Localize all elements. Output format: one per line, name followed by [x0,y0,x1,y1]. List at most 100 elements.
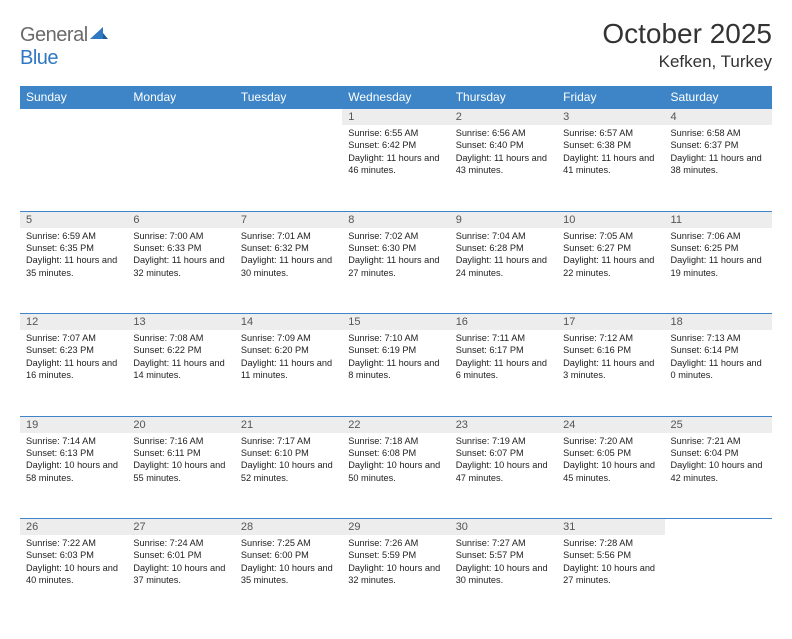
day-number: 3 [557,109,664,125]
weekday-header: Wednesday [342,86,449,109]
daynum-cell: 23 [450,416,557,433]
day-content: Sunrise: 7:02 AMSunset: 6:30 PMDaylight:… [342,228,449,284]
daynum-cell [665,519,772,536]
weekday-header: Sunday [20,86,127,109]
week-row: Sunrise: 7:14 AMSunset: 6:13 PMDaylight:… [20,433,772,519]
daynum-cell: 28 [235,519,342,536]
day-content: Sunrise: 7:24 AMSunset: 6:01 PMDaylight:… [127,535,234,591]
day-content: Sunrise: 7:11 AMSunset: 6:17 PMDaylight:… [450,330,557,386]
day-number: 22 [342,417,449,433]
day-cell [127,125,234,211]
daynum-cell: 19 [20,416,127,433]
calendar-table: SundayMondayTuesdayWednesdayThursdayFrid… [20,86,772,621]
day-number: 25 [665,417,772,433]
day-content: Sunrise: 7:12 AMSunset: 6:16 PMDaylight:… [557,330,664,386]
daynum-row: 1234 [20,109,772,126]
daynum-cell: 2 [450,109,557,126]
day-content: Sunrise: 6:57 AMSunset: 6:38 PMDaylight:… [557,125,664,181]
day-cell: Sunrise: 6:56 AMSunset: 6:40 PMDaylight:… [450,125,557,211]
day-number: 14 [235,314,342,330]
day-number: 6 [127,212,234,228]
day-number: 28 [235,519,342,535]
week-row: Sunrise: 6:59 AMSunset: 6:35 PMDaylight:… [20,228,772,314]
day-cell: Sunrise: 7:20 AMSunset: 6:05 PMDaylight:… [557,433,664,519]
day-content: Sunrise: 7:20 AMSunset: 6:05 PMDaylight:… [557,433,664,489]
weekday-header: Saturday [665,86,772,109]
daynum-cell: 22 [342,416,449,433]
day-cell [665,535,772,621]
day-content: Sunrise: 7:00 AMSunset: 6:33 PMDaylight:… [127,228,234,284]
day-cell: Sunrise: 7:24 AMSunset: 6:01 PMDaylight:… [127,535,234,621]
day-cell: Sunrise: 7:09 AMSunset: 6:20 PMDaylight:… [235,330,342,416]
day-number: 24 [557,417,664,433]
day-number: 23 [450,417,557,433]
daynum-cell: 31 [557,519,664,536]
day-number: 1 [342,109,449,125]
day-content: Sunrise: 7:13 AMSunset: 6:14 PMDaylight:… [665,330,772,386]
day-content: Sunrise: 7:09 AMSunset: 6:20 PMDaylight:… [235,330,342,386]
location-label: Kefken, Turkey [602,52,772,72]
day-content: Sunrise: 7:06 AMSunset: 6:25 PMDaylight:… [665,228,772,284]
day-content: Sunrise: 7:08 AMSunset: 6:22 PMDaylight:… [127,330,234,386]
daynum-row: 12131415161718 [20,314,772,331]
day-content: Sunrise: 7:14 AMSunset: 6:13 PMDaylight:… [20,433,127,489]
day-number: 18 [665,314,772,330]
day-cell: Sunrise: 7:13 AMSunset: 6:14 PMDaylight:… [665,330,772,416]
day-number: 4 [665,109,772,125]
weekday-header: Thursday [450,86,557,109]
day-content: Sunrise: 7:07 AMSunset: 6:23 PMDaylight:… [20,330,127,386]
day-content: Sunrise: 7:18 AMSunset: 6:08 PMDaylight:… [342,433,449,489]
day-cell: Sunrise: 7:05 AMSunset: 6:27 PMDaylight:… [557,228,664,314]
daynum-cell: 13 [127,314,234,331]
daynum-cell: 20 [127,416,234,433]
day-cell: Sunrise: 7:26 AMSunset: 5:59 PMDaylight:… [342,535,449,621]
day-number: 13 [127,314,234,330]
daynum-cell: 6 [127,211,234,228]
daynum-cell: 15 [342,314,449,331]
daynum-cell: 16 [450,314,557,331]
daynum-cell: 26 [20,519,127,536]
weekday-header-row: SundayMondayTuesdayWednesdayThursdayFrid… [20,86,772,109]
day-number: 19 [20,417,127,433]
day-cell: Sunrise: 7:14 AMSunset: 6:13 PMDaylight:… [20,433,127,519]
day-number: 27 [127,519,234,535]
day-cell: Sunrise: 7:22 AMSunset: 6:03 PMDaylight:… [20,535,127,621]
daynum-cell: 21 [235,416,342,433]
brand-logo: GeneralBlue [20,18,108,70]
daynum-row: 19202122232425 [20,416,772,433]
daynum-cell [127,109,234,126]
day-content: Sunrise: 7:19 AMSunset: 6:07 PMDaylight:… [450,433,557,489]
day-cell: Sunrise: 7:06 AMSunset: 6:25 PMDaylight:… [665,228,772,314]
day-content: Sunrise: 6:58 AMSunset: 6:37 PMDaylight:… [665,125,772,181]
day-number: 11 [665,212,772,228]
day-cell: Sunrise: 6:58 AMSunset: 6:37 PMDaylight:… [665,125,772,211]
daynum-cell [20,109,127,126]
daynum-cell: 5 [20,211,127,228]
day-content: Sunrise: 7:05 AMSunset: 6:27 PMDaylight:… [557,228,664,284]
daynum-cell: 1 [342,109,449,126]
day-number: 26 [20,519,127,535]
day-number: 21 [235,417,342,433]
day-cell: Sunrise: 7:04 AMSunset: 6:28 PMDaylight:… [450,228,557,314]
daynum-cell: 9 [450,211,557,228]
day-cell: Sunrise: 7:25 AMSunset: 6:00 PMDaylight:… [235,535,342,621]
day-cell: Sunrise: 7:00 AMSunset: 6:33 PMDaylight:… [127,228,234,314]
day-cell: Sunrise: 7:11 AMSunset: 6:17 PMDaylight:… [450,330,557,416]
day-number: 5 [20,212,127,228]
logo-general-text: General [20,24,88,46]
day-cell: Sunrise: 6:57 AMSunset: 6:38 PMDaylight:… [557,125,664,211]
day-cell [20,125,127,211]
daynum-row: 262728293031 [20,519,772,536]
logo-blue-text: Blue [20,47,58,69]
daynum-cell: 30 [450,519,557,536]
day-cell: Sunrise: 7:08 AMSunset: 6:22 PMDaylight:… [127,330,234,416]
daynum-cell: 7 [235,211,342,228]
daynum-cell: 29 [342,519,449,536]
day-cell: Sunrise: 7:02 AMSunset: 6:30 PMDaylight:… [342,228,449,314]
day-number: 31 [557,519,664,535]
daynum-cell: 18 [665,314,772,331]
day-cell: Sunrise: 7:16 AMSunset: 6:11 PMDaylight:… [127,433,234,519]
day-number: 30 [450,519,557,535]
page-title: October 2025 [602,18,772,50]
weekday-header: Monday [127,86,234,109]
